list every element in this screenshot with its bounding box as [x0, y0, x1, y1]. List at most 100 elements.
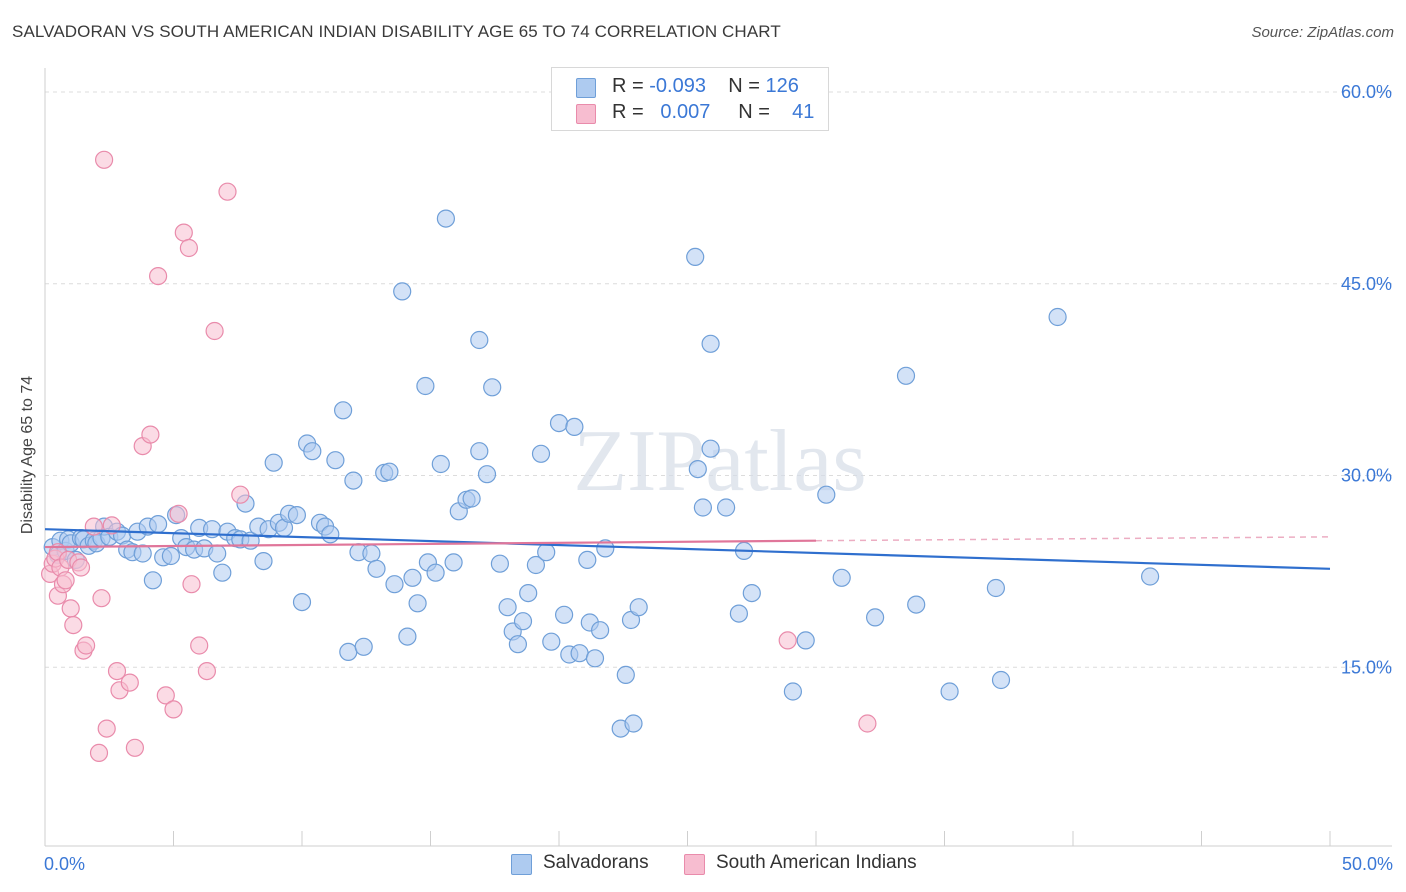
data-point [531, 444, 551, 463]
data-point [1048, 307, 1067, 327]
data-point [89, 743, 109, 763]
data-point [213, 563, 232, 582]
data-point [393, 282, 412, 301]
data-point [321, 525, 340, 544]
data-point [64, 615, 83, 635]
trend-line-salvadorans [44, 528, 1331, 570]
legend-swatch-pink [576, 104, 596, 124]
data-point [778, 631, 797, 650]
data-point [354, 637, 373, 656]
data-point [197, 661, 216, 681]
data-point [783, 682, 803, 701]
y-tick-label: 15.0% [1341, 657, 1392, 677]
data-point [179, 238, 198, 258]
data-point [858, 714, 877, 733]
data-point [565, 417, 584, 436]
data-point [549, 414, 569, 433]
series-legend: Salvadorans South American Indians [0, 851, 1406, 877]
data-point [590, 621, 610, 640]
data-point [526, 555, 546, 575]
data-point [817, 485, 836, 504]
data-point [161, 546, 180, 566]
data-point [292, 592, 312, 612]
data-point [174, 223, 193, 242]
data-point [693, 498, 713, 517]
tick-labels: 15.0% 30.0% 45.0% 60.0% 0.0% 50.0% [44, 82, 1393, 874]
data-point [403, 568, 422, 587]
data-point [470, 330, 489, 350]
chart-title: SALVADORAN VS SOUTH AMERICAN INDIAN DISA… [12, 22, 781, 41]
data-point [865, 608, 885, 627]
source-credit: Source: ZipAtlas.com [1251, 24, 1394, 41]
correlation-legend: R = -0.093 N = 126 R = 0.007 N = 41 [551, 67, 829, 131]
n-label: N = [728, 75, 760, 97]
data-point [334, 401, 353, 420]
x-tick-label: 50.0% [1342, 854, 1393, 874]
data-point [71, 558, 91, 577]
data-point [986, 578, 1006, 598]
data-point [367, 559, 386, 578]
data-point [326, 451, 345, 470]
data-point [408, 594, 427, 613]
data-point [462, 489, 481, 508]
r-label: R = [612, 75, 644, 97]
data-point [205, 321, 224, 341]
legend-swatch-blue [511, 854, 532, 875]
y-tick-label: 60.0% [1341, 82, 1392, 102]
data-point [169, 504, 188, 523]
data-point [596, 539, 615, 558]
data-point [554, 605, 574, 624]
data-point [686, 247, 705, 266]
data-point [61, 599, 80, 618]
data-point [254, 551, 273, 571]
r-value: 0.007 [660, 101, 711, 123]
data-point [76, 636, 96, 655]
trend-line-south-american-indians [44, 539, 817, 549]
data-point [120, 673, 139, 692]
y-tick-label: 45.0% [1341, 274, 1392, 294]
data-point [716, 498, 736, 517]
data-point [156, 686, 175, 705]
data-point [742, 583, 761, 603]
data-point [125, 738, 144, 757]
axes [44, 68, 1392, 847]
data-point [832, 568, 851, 587]
data-point [141, 425, 160, 444]
data-point [513, 612, 533, 631]
data-point [519, 583, 538, 603]
data-point [97, 719, 116, 738]
data-point [362, 544, 381, 563]
data-point [56, 571, 75, 590]
legend-swatch-blue [576, 78, 596, 98]
data-point [570, 644, 589, 663]
legend-label: Salvadorans [543, 852, 649, 873]
data-point [143, 571, 162, 590]
data-point [107, 661, 127, 681]
data-point [164, 700, 183, 719]
data-point [490, 554, 509, 573]
legend-label: South American Indians [716, 852, 917, 873]
data-point [907, 595, 926, 614]
data-point [542, 632, 561, 651]
gridlines [45, 91, 1392, 668]
legend-swatch-pink [684, 854, 705, 875]
data-point [287, 505, 306, 525]
n-value: 41 [792, 101, 815, 123]
data-point [729, 604, 749, 623]
data-point [385, 575, 404, 594]
data-point [616, 665, 635, 685]
data-point [537, 543, 556, 562]
data-point [940, 682, 959, 701]
data-point [498, 598, 517, 617]
x-tick-label: 0.0% [44, 854, 85, 874]
data-point [585, 649, 605, 668]
data-point [896, 366, 916, 385]
data-point [444, 553, 463, 572]
data-point [339, 642, 358, 662]
data-point [303, 442, 322, 461]
data-point [477, 465, 497, 484]
data-point [92, 589, 111, 608]
data-point [190, 636, 209, 655]
data-point [344, 471, 363, 490]
